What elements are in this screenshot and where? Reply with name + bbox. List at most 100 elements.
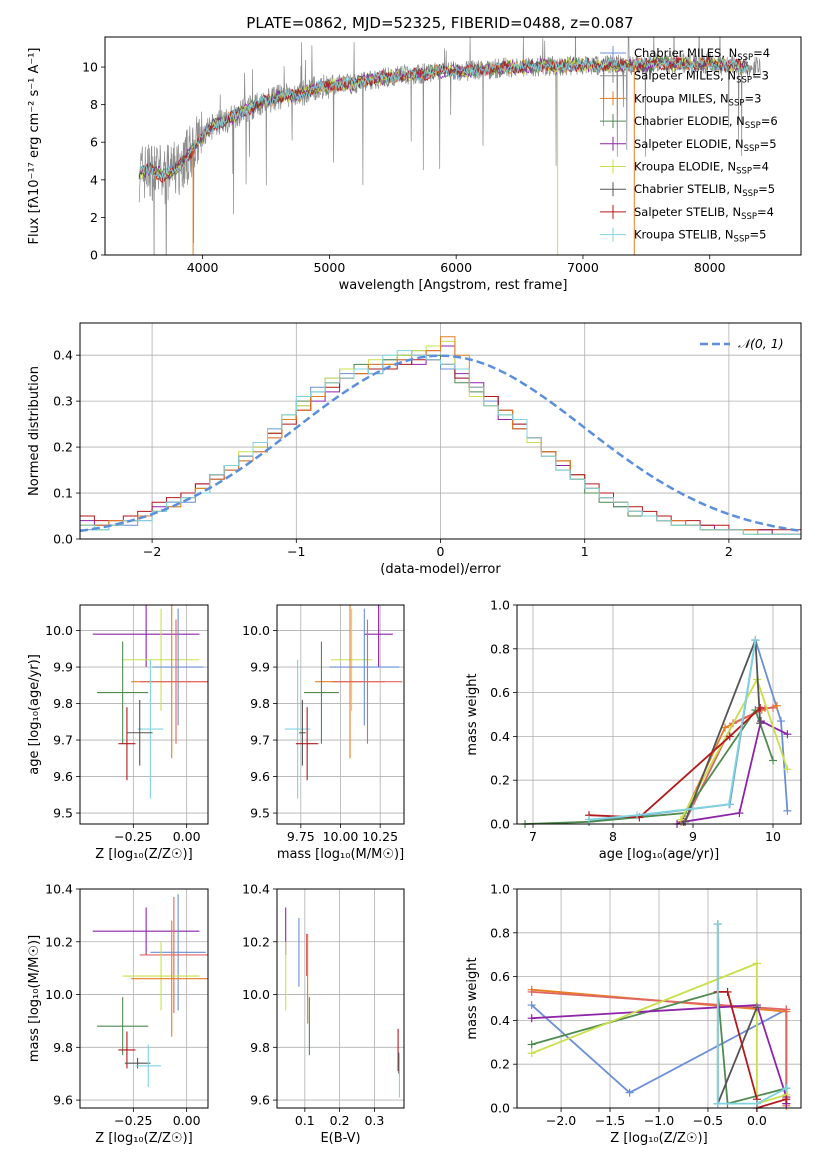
x-tick-label: −0.25 (114, 1113, 152, 1128)
mass_vs_ebv-panel: 0.1 0.2 0.3 9.6 9.8 10.0 10.2 10.4 E(B-V) (242, 882, 405, 1146)
errorbar-point (296, 707, 319, 781)
y-tick-label: 9.7 (250, 733, 270, 748)
legend-label-main: Chabrier ELODIE, N (634, 114, 745, 128)
weight-point-marker (783, 806, 792, 815)
errorbar-point (139, 619, 208, 744)
legend-label-sub: SSP (737, 53, 753, 63)
legend-label: Chabrier ELODIE, NSSP=6 (634, 114, 778, 131)
weight_vs_age-plot-area (521, 636, 792, 828)
weight_vs_age-panel: 7 8 9 10 0.0 0.2 0.4 0.6 0.8 1.0 age [log₁₀(age/yr… (465, 598, 802, 862)
y-tick-label: 9.9 (250, 660, 270, 675)
legend-label-main: Salpeter MILES, N (634, 69, 736, 83)
weight-point-marker (783, 765, 792, 774)
weight-series-line (588, 707, 761, 819)
legend-label-tail: =4 (753, 46, 770, 60)
normal-curve-line (79, 354, 802, 533)
weight-series-line (716, 924, 787, 1105)
y-tick-label: 0.4 (490, 1013, 510, 1028)
weight-point-marker (527, 987, 536, 996)
x-tick-label: −1.5 (595, 1113, 625, 1128)
x-tick-label: 0 (437, 544, 445, 559)
axes-frame (276, 888, 405, 1109)
legend-label: Chabrier MILES, NSSP=4 (634, 46, 770, 63)
x-tick-label: 0.3 (364, 1113, 384, 1128)
y-tick-label: 0.0 (490, 1101, 510, 1116)
errorbar-point (97, 641, 149, 744)
x-axis-label: Z [log₁₀(Z/Z☉)] (610, 1131, 707, 1146)
legend-label-sub: SSP (736, 76, 752, 86)
x-tick-label: 10.00 (323, 829, 359, 844)
x-axis-label: E(B-V) (320, 1131, 360, 1146)
legend-label-main: Kroupa STELIB, N (634, 228, 734, 242)
y-axis-label: Normed distribution (27, 366, 42, 496)
errorbar-point (303, 641, 339, 744)
errorbar-point (122, 608, 200, 711)
x-tick-label: 8 (609, 829, 617, 844)
errorbar-point (92, 605, 200, 668)
weight-point-marker (735, 809, 744, 818)
x-tick-label: 4000 (187, 260, 219, 275)
legend-sample (600, 91, 626, 106)
y-tick-label: 1.0 (490, 598, 510, 613)
x-tick-label: 10.25 (362, 829, 398, 844)
legend-label-tail: =5 (760, 137, 777, 151)
errorbar-point (139, 896, 208, 1014)
y-axis-label: Flux [fλ10⁻¹⁷ erg cm⁻² s⁻¹ A⁻¹] (27, 48, 42, 245)
legend-label-sub: SSP (729, 98, 745, 108)
y-tick-label: 9.6 (53, 769, 73, 784)
legend-label-sub: SSP (734, 235, 750, 245)
y-tick-label: 10.0 (242, 987, 270, 1002)
x-tick-label: 9 (689, 829, 697, 844)
errorbar-point (332, 619, 403, 744)
x-tick-label: 6000 (440, 260, 472, 275)
y-tick-label: 10 (82, 60, 98, 75)
y-axis-label: mass weight (465, 957, 480, 1039)
x-tick-label: −0.5 (693, 1113, 723, 1128)
spectrum-panel: 4000 5000 6000 7000 8000 0 2 4 6 8 10 wavelength [A… (27, 36, 802, 293)
legend-label-tail: =4 (752, 160, 769, 174)
weight-point-marker (783, 730, 792, 739)
errorbar-point (137, 659, 164, 799)
axes-frame (516, 888, 802, 1109)
legend-label-sub: SSP (736, 167, 752, 177)
errorbar-point (97, 997, 149, 1056)
y-tick-label: 9.8 (250, 696, 270, 711)
errorbar-point (131, 920, 208, 1037)
x-tick-label: 1 (581, 544, 589, 559)
y-tick-label: 9.7 (53, 733, 73, 748)
legend-sample (600, 204, 626, 219)
weight-point-marker (751, 636, 760, 645)
legend-sample (600, 46, 626, 60)
weight-point-marker (527, 1014, 536, 1023)
y-axis-label: mass [log₁₀(M/M☉)] (27, 935, 42, 1062)
errorbar-point (299, 699, 306, 766)
errorbar-point (124, 1057, 151, 1069)
weight-series-line (531, 962, 787, 1105)
errorbar-point (284, 659, 311, 799)
weight-point-marker (756, 719, 765, 728)
legend-label-sub: SSP (742, 189, 758, 199)
weight-point-marker (689, 804, 697, 813)
legend-label: Salpeter MILES, NSSP=3 (634, 69, 769, 86)
y-tick-label: 9.6 (250, 769, 270, 784)
axes-frame (104, 36, 802, 256)
y-tick-label: 0.4 (53, 348, 73, 363)
y-tick-label: 8 (90, 97, 98, 112)
weight-point-marker (527, 1040, 536, 1049)
weight-point-marker (769, 756, 777, 765)
x-tick-label: 0.00 (173, 829, 201, 844)
legend-label-tail: =5 (758, 182, 775, 196)
y-tick-label: 0.2 (53, 440, 73, 455)
legend-label-tail: =5 (749, 228, 766, 242)
x-axis-label: age [log₁₀(age/yr)] (599, 847, 720, 862)
y-axis-label: mass weight (465, 673, 480, 755)
x-axis-label: Z [log₁₀(Z/Z☉)] (95, 847, 192, 862)
weight-point-marker (769, 703, 777, 712)
age_vs_Z-plot-area (92, 605, 208, 799)
y-tick-label: 0.3 (53, 394, 73, 409)
x-tick-label: −1 (287, 544, 305, 559)
x-axis-label: (data-model)/error (380, 562, 501, 577)
legend-label-main: Chabrier STELIB, N (634, 182, 742, 196)
